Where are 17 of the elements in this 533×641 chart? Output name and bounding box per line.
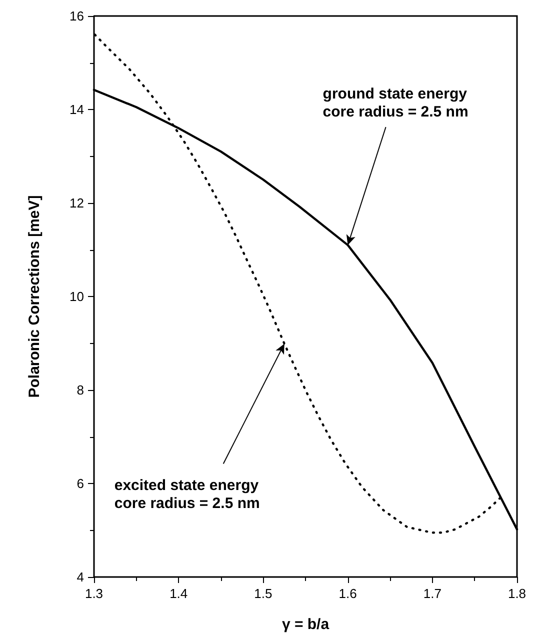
y-tick-label: 6 (76, 476, 84, 491)
x-tick-label: 1.4 (170, 586, 188, 601)
annotation: excited state energy core radius = 2.5 nm (114, 477, 260, 512)
y-axis-title: Polaronic Corrections [meV] (26, 195, 43, 398)
x-tick-label: 1.3 (84, 586, 104, 601)
x-tick-label: 1.8 (508, 586, 526, 601)
x-tick-label: 1.6 (338, 586, 357, 601)
x-tick-label: 1.5 (254, 586, 272, 601)
y-tick-label: 16 (70, 8, 84, 24)
y-tick-label: 4 (76, 570, 84, 584)
y-tick-label: 12 (70, 196, 84, 210)
x-tick-label: 1.7 (423, 586, 442, 601)
y-tick-label: 10 (70, 289, 84, 304)
y-tick-label: 8 (76, 382, 84, 398)
y-tick-label: 14 (70, 102, 84, 117)
x-axis-title: γ = b/a (282, 616, 330, 633)
annotation: ground state energy core radius = 2.5 nm (322, 86, 468, 121)
